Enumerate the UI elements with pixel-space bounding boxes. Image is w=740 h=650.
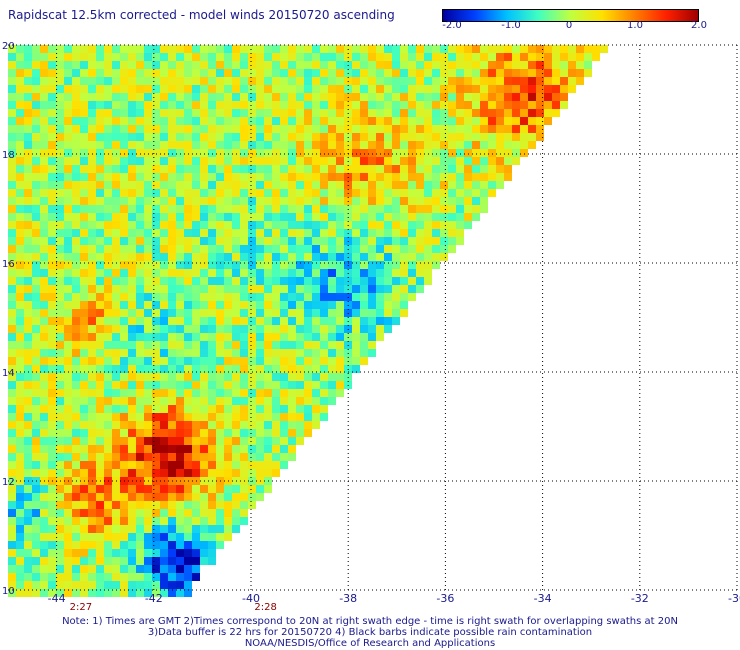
axis-labels: -44 -42 -40 -38 -36 -34 -32 -30 20 18 16 14 12 10 2:27…	[2, 41, 740, 612]
swath-cells	[8, 45, 608, 597]
note-line-3: NOAA/NESDIS/Office of Research and Appli…	[244, 638, 496, 649]
lon-tick-label: -42	[145, 592, 163, 605]
lon-tick-label: -38	[339, 592, 357, 605]
footnotes: Note: 1) Times are GMT 2)Times correspon…	[0, 616, 740, 649]
colorbar-label-pos1: 1.0	[627, 20, 643, 31]
pass-time-label: 2:28	[254, 602, 276, 612]
colorbar-label-min: -2.0	[442, 20, 462, 31]
note-line-2: 3)Data buffer is 22 hrs for 20150720 4) …	[147, 627, 593, 638]
lat-tick-label: 14	[2, 368, 15, 379]
lat-tick-label: 12	[2, 477, 15, 488]
pass-time-label: 2:27	[70, 602, 92, 612]
colorbar-label-max: 2.0	[691, 20, 707, 31]
colorbar	[442, 9, 699, 22]
wind-difference-map: -44 -42 -40 -38 -36 -34 -32 -30 20 18 16 14 12 10 2:27…	[2, 41, 740, 612]
lat-tick-label: 18	[2, 150, 15, 161]
lon-tick-label: -30	[728, 592, 740, 605]
lat-tick-label: 10	[2, 586, 15, 597]
lon-tick-label: -36	[436, 592, 454, 605]
lon-tick-label: -40	[242, 592, 260, 605]
colorbar-label-neg1: -1.0	[501, 20, 521, 31]
grid-lines	[8, 44, 738, 591]
colorbar-label-zero: 0	[565, 20, 573, 31]
plot-title: Rapidscat 12.5km corrected - model winds…	[8, 8, 395, 22]
lon-tick-label: -32	[631, 592, 649, 605]
note-line-1: Note: 1) Times are GMT 2)Times correspon…	[62, 616, 678, 627]
lat-tick-label: 16	[2, 259, 15, 270]
lon-tick-label: -44	[48, 592, 66, 605]
lon-tick-label: -34	[534, 592, 552, 605]
lat-tick-label: 20	[2, 41, 15, 52]
